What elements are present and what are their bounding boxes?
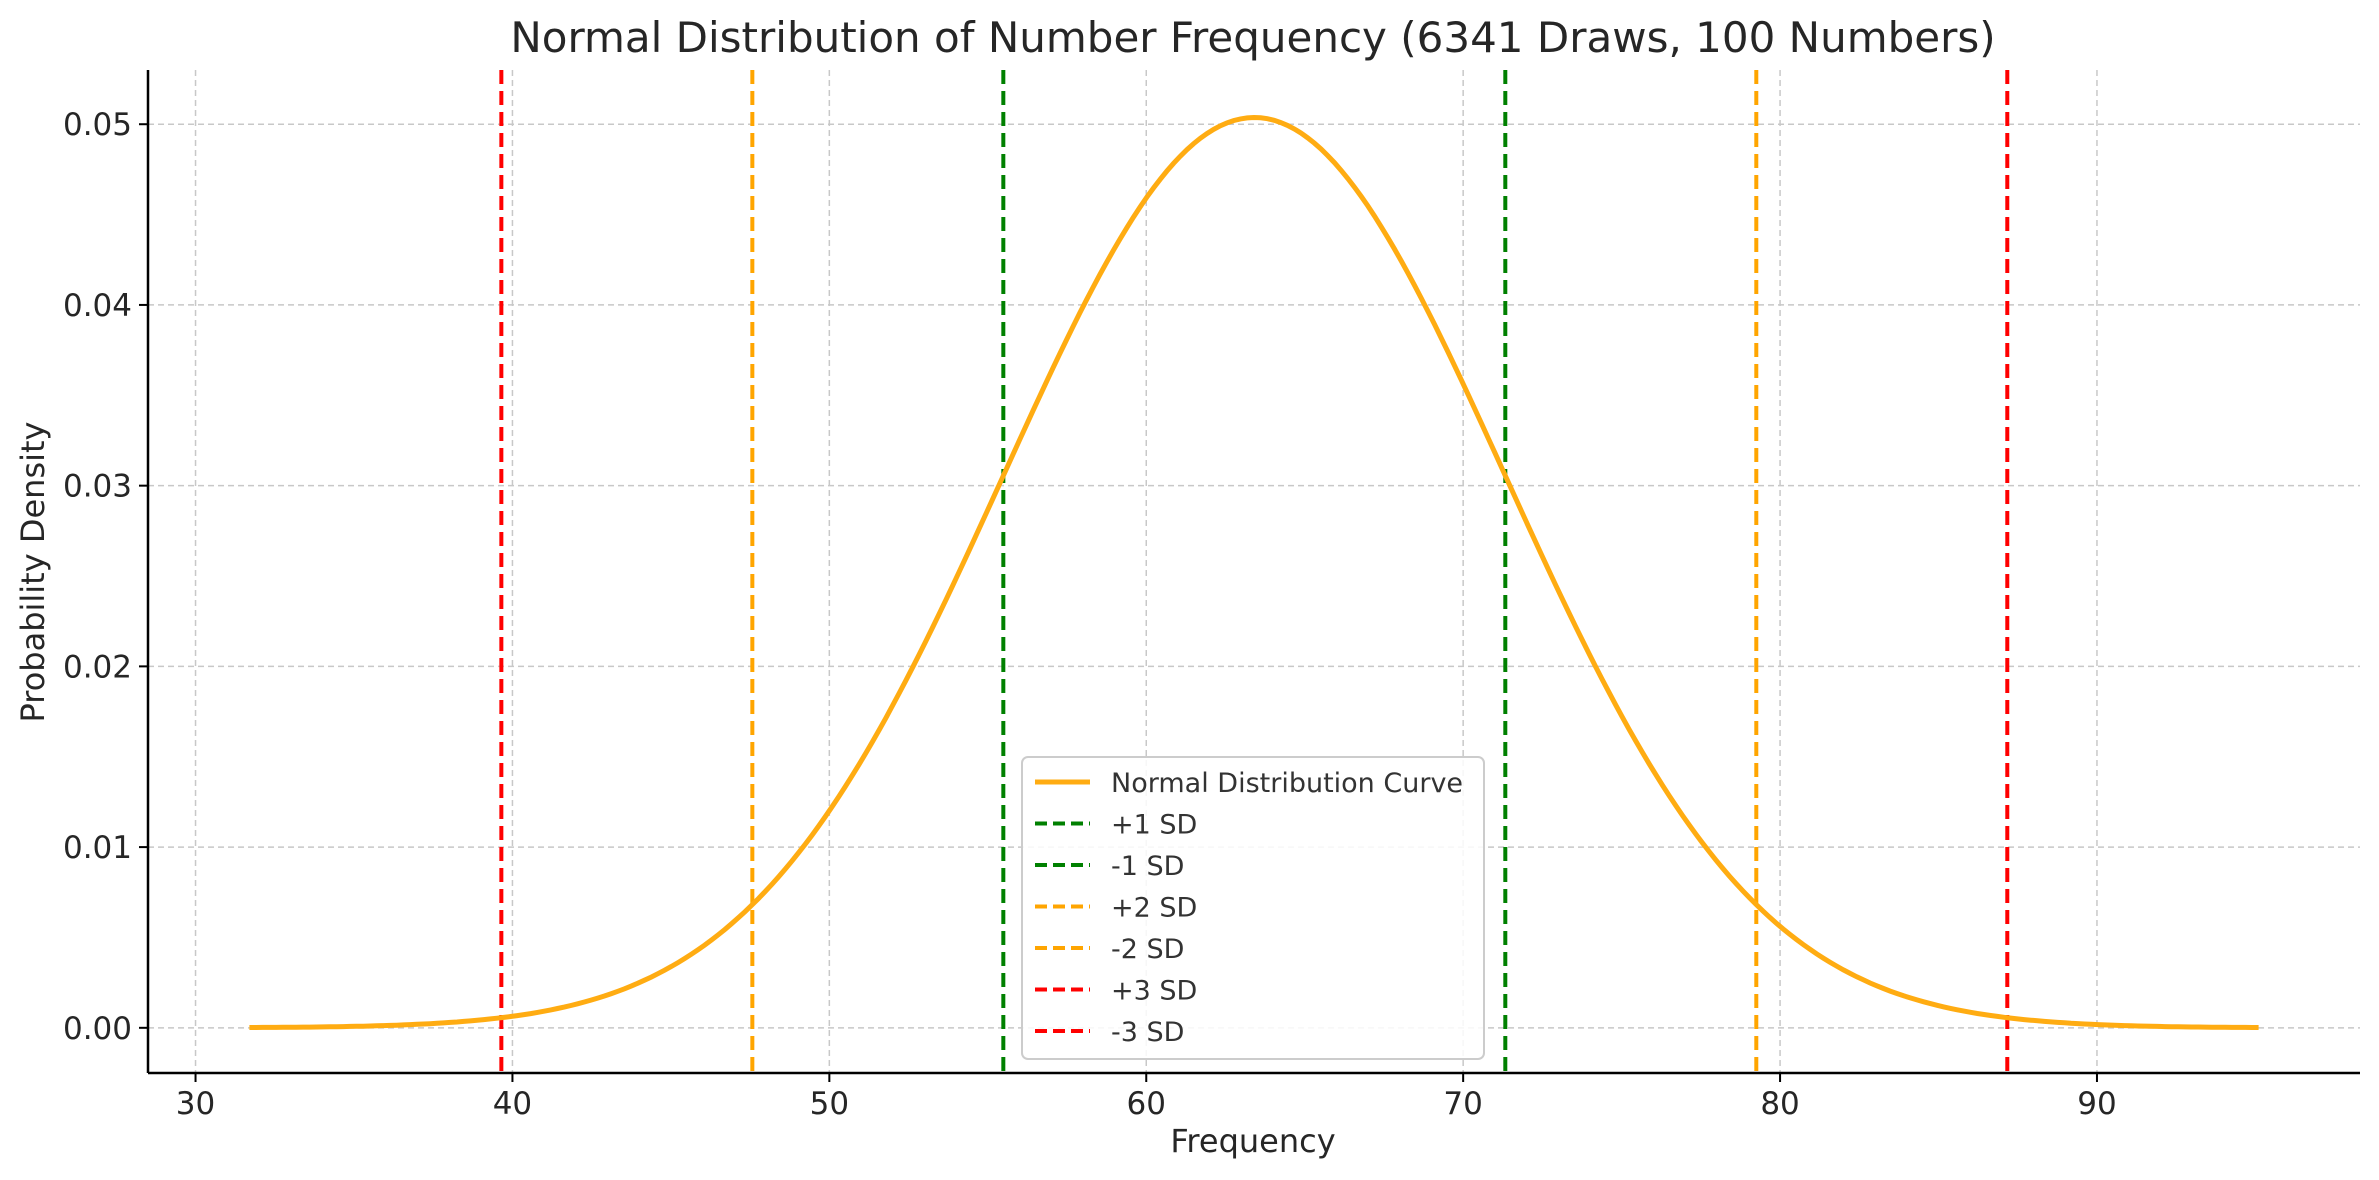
legend-label: +1 SD bbox=[1111, 810, 1197, 841]
legend-label: -2 SD bbox=[1111, 934, 1184, 965]
y-axis-label: Probability Density bbox=[14, 422, 52, 723]
legend-label: -1 SD bbox=[1111, 851, 1184, 882]
legend-label: -3 SD bbox=[1111, 1017, 1184, 1048]
axes bbox=[146, 70, 2360, 1075]
x-ticks: 30 40 50 60 70 80 90 bbox=[176, 1073, 2117, 1122]
x-tick-label: 90 bbox=[2077, 1086, 2116, 1122]
x-tick-label: 60 bbox=[1127, 1086, 1166, 1122]
legend-frame bbox=[1021, 756, 1485, 1060]
legend-label: +3 SD bbox=[1111, 976, 1197, 1007]
y-tick-label: 0.03 bbox=[63, 469, 132, 505]
x-tick-label: 70 bbox=[1443, 1086, 1482, 1122]
y-ticks: 0.00 0.01 0.02 0.03 0.04 0.05 bbox=[63, 107, 148, 1047]
x-tick-label: 40 bbox=[493, 1086, 532, 1122]
x-axis-label: Frequency bbox=[1170, 1122, 1335, 1160]
x-tick-label: 80 bbox=[1760, 1086, 1799, 1122]
chart-title: Normal Distribution of Number Frequency … bbox=[510, 13, 1995, 62]
y-tick-label: 0.04 bbox=[63, 288, 132, 324]
x-tick-label: 30 bbox=[176, 1086, 215, 1122]
y-tick-label: 0.00 bbox=[63, 1011, 132, 1047]
y-tick-label: 0.02 bbox=[63, 649, 132, 685]
y-tick-label: 0.01 bbox=[63, 830, 132, 866]
legend-label: Normal Distribution Curve bbox=[1111, 768, 1463, 799]
x-tick-label: 50 bbox=[810, 1086, 849, 1122]
legend-label: +2 SD bbox=[1111, 893, 1197, 924]
legend: Normal Distribution Curve +1 SD -1 SD +2 SD… bbox=[1021, 756, 1485, 1060]
y-tick-label: 0.05 bbox=[63, 107, 132, 143]
normal-distribution-curve bbox=[249, 114, 2259, 1030]
